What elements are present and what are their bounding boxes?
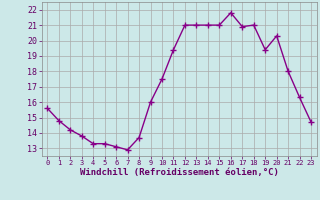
X-axis label: Windchill (Refroidissement éolien,°C): Windchill (Refroidissement éolien,°C) — [80, 168, 279, 177]
